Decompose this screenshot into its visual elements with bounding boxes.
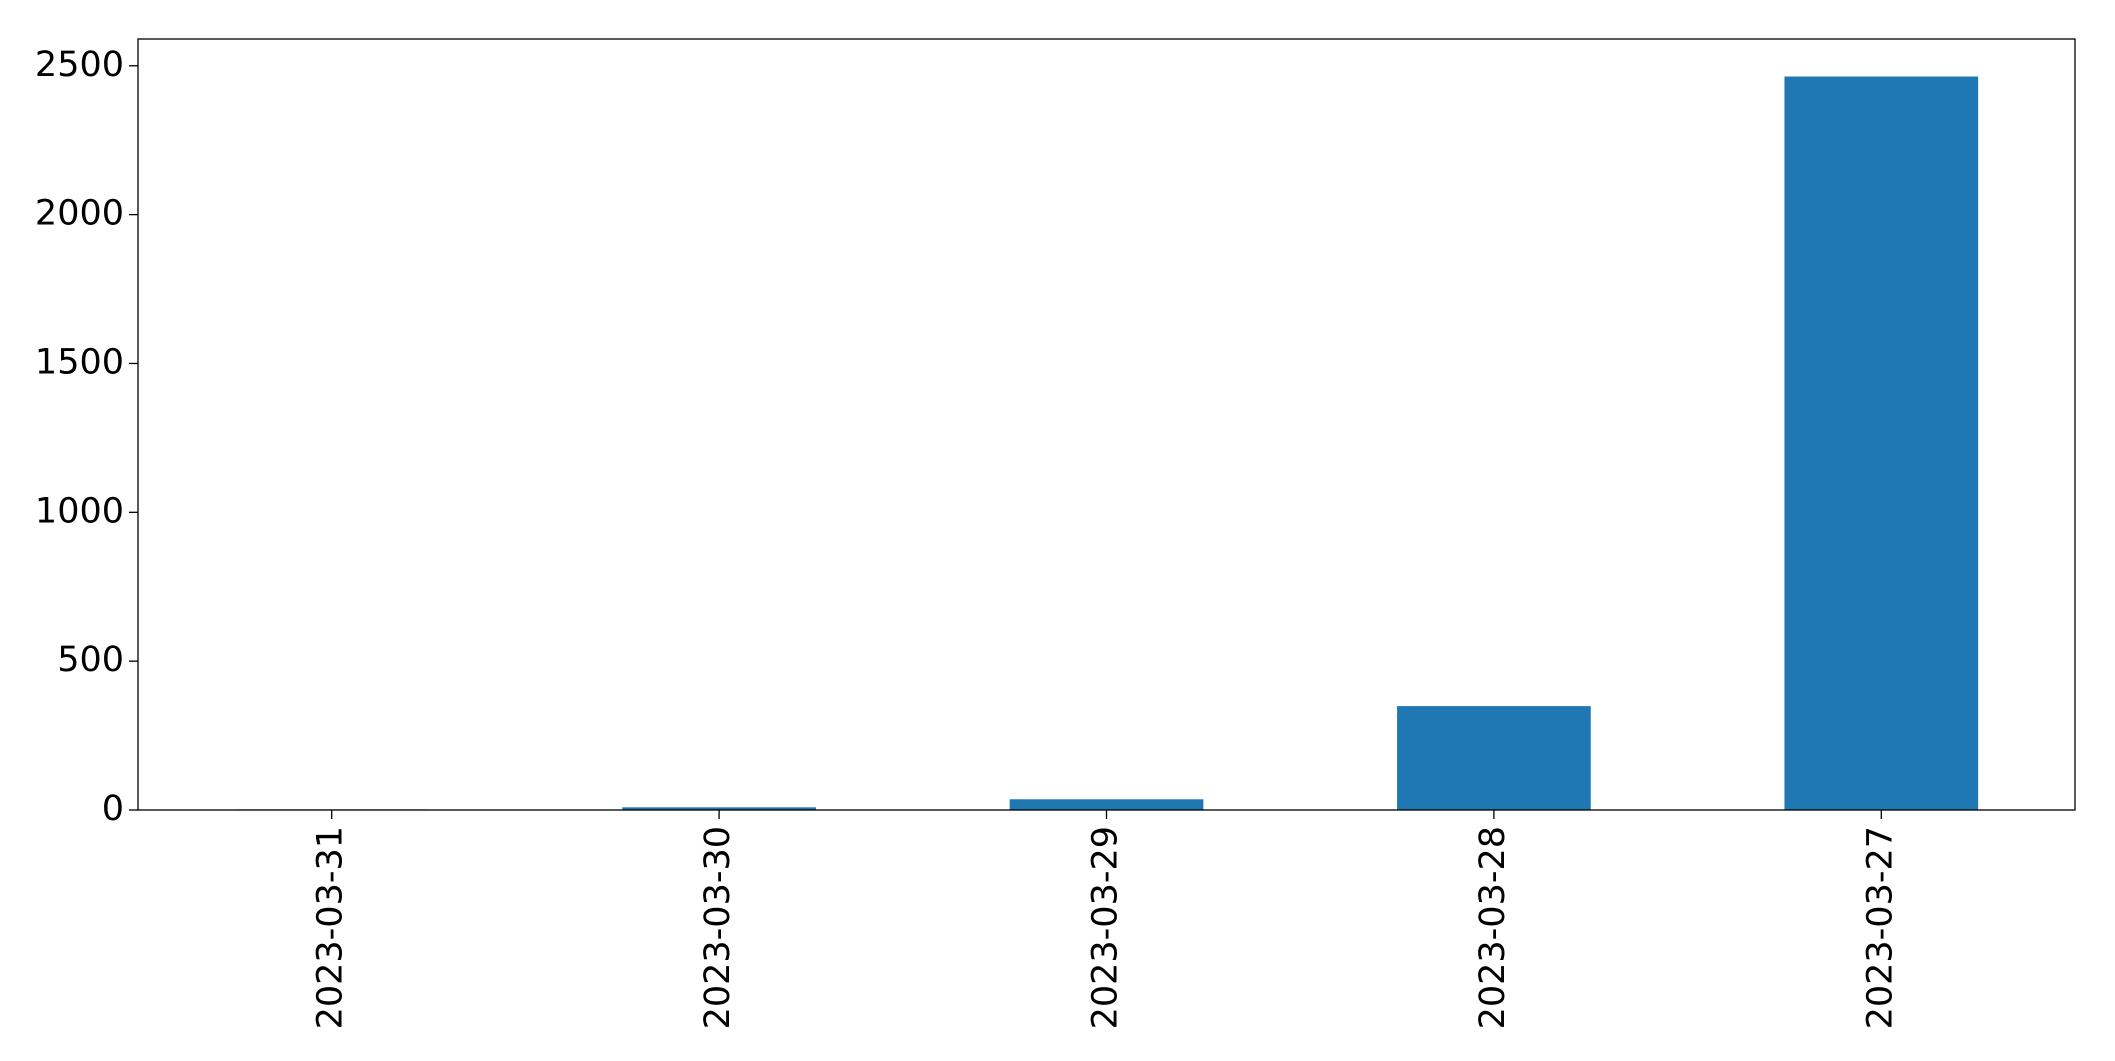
x-tick-label: 2023-03-31 xyxy=(311,826,351,1029)
bar xyxy=(1009,799,1204,810)
bar xyxy=(1397,706,1591,810)
plot-frame xyxy=(137,38,2076,811)
y-tick-label: 0 xyxy=(102,789,124,829)
y-tick-label: 500 xyxy=(57,640,124,680)
y-tick-label: 2000 xyxy=(35,194,124,234)
y-tick-label: 2500 xyxy=(35,45,124,85)
bar xyxy=(1784,76,1979,810)
x-tick-label: 2023-03-27 xyxy=(1860,826,1900,1029)
x-tick-label: 2023-03-29 xyxy=(1086,826,1126,1029)
x-tick-label: 2023-03-30 xyxy=(698,826,738,1029)
y-tick-label: 1500 xyxy=(35,342,124,382)
y-tick-label: 1000 xyxy=(35,491,124,531)
x-tick-label: 2023-03-28 xyxy=(1473,826,1513,1029)
bar xyxy=(622,807,816,810)
